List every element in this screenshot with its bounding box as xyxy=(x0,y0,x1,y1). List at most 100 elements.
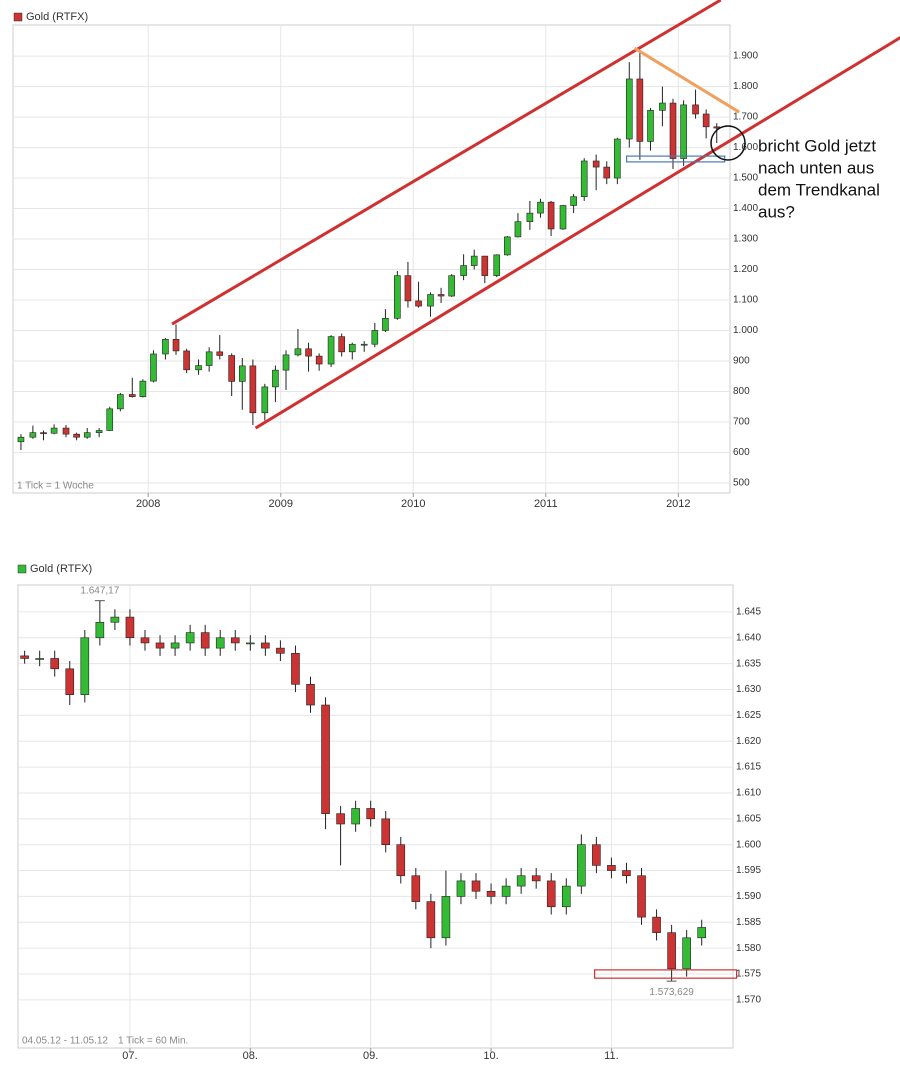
candle xyxy=(526,200,534,230)
candle-body xyxy=(195,365,202,371)
candle-body xyxy=(366,808,375,820)
candle-body xyxy=(516,875,526,887)
date-range: 04.05.12 - 11.05.12 xyxy=(22,1036,108,1047)
y-tick-label: 1.625 xyxy=(736,710,761,721)
y-tick-label: 900 xyxy=(733,356,750,367)
candle-body xyxy=(396,844,406,877)
candle-body xyxy=(282,354,290,371)
candle xyxy=(614,137,621,185)
candle xyxy=(125,609,135,646)
candle xyxy=(547,200,555,236)
candle xyxy=(62,425,70,438)
candle-body xyxy=(238,365,246,382)
x-tick-label: 09. xyxy=(363,1050,378,1062)
candle-body xyxy=(95,621,105,639)
y-tick-label: 1.635 xyxy=(736,658,761,669)
candle-body xyxy=(150,353,157,382)
candle-body xyxy=(17,436,25,443)
x-tick-label: 10. xyxy=(483,1050,498,1062)
legend-label: Gold (RTFX) xyxy=(26,11,88,23)
candle xyxy=(692,89,699,119)
candle xyxy=(471,873,481,900)
candle-body xyxy=(702,113,710,128)
candle-body xyxy=(577,844,586,887)
plot-area xyxy=(12,24,731,494)
candle-body xyxy=(183,350,190,371)
candle xyxy=(448,274,455,297)
candle-body xyxy=(381,818,391,845)
candle-body xyxy=(546,880,556,908)
x-tick-label: 2012 xyxy=(666,498,690,510)
y-tick-label: 1.000 xyxy=(733,325,758,336)
candle xyxy=(185,624,195,651)
candle-body xyxy=(470,255,478,266)
trend-line xyxy=(633,46,741,114)
candle-body xyxy=(249,365,257,414)
y-tick-label: 1.700 xyxy=(733,112,758,123)
candle xyxy=(172,324,180,355)
candle-body xyxy=(351,808,360,825)
y-tick-label: 1.300 xyxy=(733,234,758,245)
candle-body xyxy=(504,236,511,256)
candle-body xyxy=(622,870,631,877)
candle xyxy=(228,353,235,397)
y-tick-label: 1.590 xyxy=(736,891,761,902)
candle-body xyxy=(29,432,37,438)
candle-body xyxy=(62,427,70,435)
candle-body xyxy=(306,684,315,706)
annotation-text: nach unten aus xyxy=(758,158,874,177)
candle-body xyxy=(637,875,646,918)
y-tick-label: 1.595 xyxy=(736,865,761,876)
candle-body xyxy=(95,430,103,433)
candle xyxy=(647,107,654,151)
candle-body xyxy=(486,890,496,897)
candle xyxy=(170,635,180,656)
candle xyxy=(366,800,375,827)
y-tick-label: 1.400 xyxy=(733,203,758,214)
candle xyxy=(249,359,257,426)
y-tick-label: 600 xyxy=(733,447,750,458)
candle xyxy=(625,62,633,148)
trend-line xyxy=(171,0,722,326)
y-tick-label: 1.610 xyxy=(736,788,761,799)
candle xyxy=(294,328,302,357)
candle xyxy=(95,428,103,438)
candle-body xyxy=(404,275,412,302)
y-tick-label: 1.605 xyxy=(736,813,761,824)
candle xyxy=(327,335,335,368)
candle-body xyxy=(514,221,522,238)
candle xyxy=(282,350,290,390)
y-tick-label: 700 xyxy=(733,417,750,428)
extreme-label: 1.647,17 xyxy=(80,585,119,596)
candle-body xyxy=(140,637,150,644)
candle-body xyxy=(139,380,147,397)
y-tick-label: 1.615 xyxy=(736,762,761,773)
candle xyxy=(348,342,356,360)
candle xyxy=(336,805,345,866)
candle-body xyxy=(659,102,666,111)
y-tick-label: 500 xyxy=(733,478,750,489)
candle-body xyxy=(80,637,90,695)
candle-body xyxy=(315,355,323,365)
candle-body xyxy=(110,616,120,623)
trend-line xyxy=(254,36,900,430)
candle xyxy=(276,640,285,662)
candle xyxy=(106,406,114,432)
y-tick-label: 1.640 xyxy=(736,632,761,643)
candle-body xyxy=(501,885,511,897)
candle-body xyxy=(394,275,401,319)
x-tick-label: 07. xyxy=(122,1050,137,1062)
candle xyxy=(460,254,467,281)
candle xyxy=(305,342,312,372)
candle-body xyxy=(336,813,345,825)
candle xyxy=(338,333,345,357)
candle-body xyxy=(291,652,300,685)
candle-body xyxy=(185,632,195,644)
candle xyxy=(607,857,616,879)
y-tick-label: 1.630 xyxy=(736,684,761,695)
candle-body xyxy=(228,355,235,382)
candle xyxy=(437,287,445,304)
candle xyxy=(155,635,165,656)
candle xyxy=(140,630,150,651)
